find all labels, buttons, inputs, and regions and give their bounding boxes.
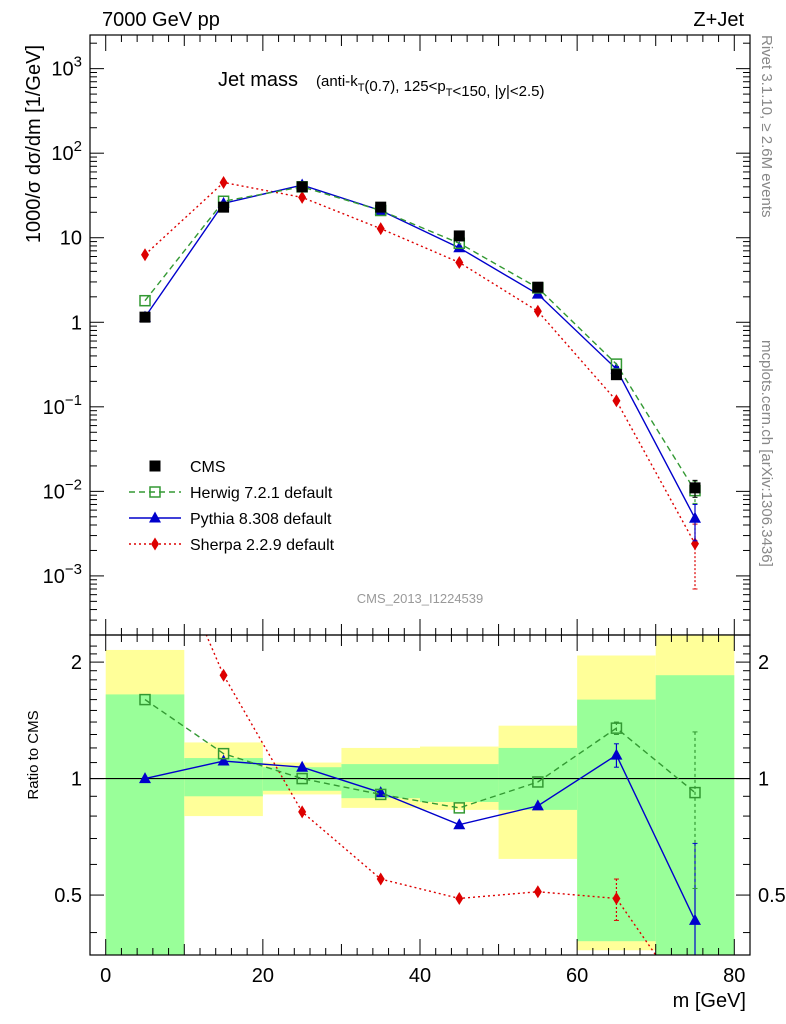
legend-entry: Pythia 8.308 default [129,511,332,528]
legend: CMS Herwig 7.2.1 default Pythia 8.308 defa… [129,459,335,554]
data-point [689,511,701,523]
ratio-series-pythia [139,743,701,955]
ratio-y-tick-label: 2 [71,652,82,674]
data-point [533,304,542,318]
series-line [144,754,696,921]
rivet-label: Rivet 3.1.10, ≥ 2.6M events [758,35,775,218]
data-point [453,802,466,814]
main-title: Jet mass [218,69,298,91]
data-point [612,891,621,905]
data-point [375,201,387,213]
main-y-axis-label: 1000/σ dσ/dm [1/GeV] [23,45,45,243]
ratio-y-axis-label: Ratio to CMS [25,710,42,799]
legend-label: Sherpa 2.2.9 default [190,537,335,554]
data-point [298,805,307,819]
data-point [376,222,385,236]
main-frame [89,34,751,636]
legend-marker [151,537,159,551]
data-point [298,190,307,204]
ratio-y-tick-label-right: 0.5 [758,885,786,907]
data-point [453,241,466,253]
analysis-id: CMS_2013_I1224539 [357,591,484,606]
data-point [139,311,151,323]
data-point [139,772,151,784]
data-point [374,788,387,801]
ratio-band-inner [105,694,185,955]
energy-label: 7000 GeV pp [102,9,220,31]
y-tick-label: 103 [51,54,82,81]
data-point [217,754,230,766]
main-series-cms [139,181,701,498]
process-label: Z+Jet [693,9,744,31]
legend-label: CMS [190,459,226,476]
y-tick-label: 10−1 [43,392,82,419]
y-tick-label: 10 [60,228,82,250]
legend-entry: CMS [149,459,226,476]
data-point [296,760,309,772]
ratio-series-herwig [139,693,701,889]
ratio-series-sherpa [205,635,657,955]
series-line [144,184,696,519]
data-point [689,482,701,494]
data-point [219,668,228,682]
data-point [296,181,308,193]
data-point [610,358,623,370]
data-point [610,748,623,760]
data-point [689,913,701,925]
data-point [532,776,544,788]
data-point [531,799,544,811]
main-series-herwig [139,181,701,504]
x-axis-label: m [GeV] [673,990,746,1012]
y-tick-label: 10−2 [43,476,82,503]
ratio-y-tick-label-right: 2 [758,652,769,674]
data-point [218,201,230,213]
legend-marker [149,511,161,523]
ratio-uncertainty-bands [105,635,735,955]
x-tick-label: 20 [252,965,274,987]
data-point [219,176,228,190]
data-point [455,891,464,905]
ratio-band-inner [420,764,499,802]
ratio-y-tick-label: 1 [71,769,82,791]
x-tick-label: 40 [409,965,431,987]
ratio-y-tick-label: 0.5 [54,885,82,907]
x-tick-label: 0 [100,965,111,987]
data-point [533,885,542,899]
y-tick-label: 10−3 [43,561,82,588]
data-point [532,281,544,293]
legend-marker [149,486,161,498]
data-point [296,772,308,785]
data-point [610,369,622,381]
legend-entry: Herwig 7.2.1 default [129,485,333,502]
series-line [144,181,696,545]
data-point [376,872,385,886]
y-tick-label: 102 [51,138,82,165]
data-point [139,294,151,307]
series-line [144,186,696,492]
legend-marker [149,460,161,472]
data-point [689,786,701,799]
data-point [610,722,623,734]
data-point [455,255,464,269]
data-point [612,394,621,408]
legend-entry: Sherpa 2.2.9 default [129,537,335,554]
legend-label: Pythia 8.308 default [190,511,332,528]
data-point [453,818,466,830]
main-series-sherpa [141,176,699,590]
data-point [141,248,149,262]
y-tick-label: 1 [71,312,82,334]
data-point [139,693,151,706]
x-tick-label: 60 [566,965,588,987]
ratio-y-tick-label-right: 1 [758,769,769,791]
main-subtitle: (anti-kT(0.7), 125<pT<150, |y|<2.5) [316,73,545,100]
series-line [205,635,657,955]
data-point [217,747,230,760]
data-point [453,230,465,242]
mcplots-label: mcplots.cern.ch [arXiv:1306.3436] [758,340,775,567]
legend-label: Herwig 7.2.1 default [190,485,333,502]
x-tick-label: 80 [723,965,745,987]
